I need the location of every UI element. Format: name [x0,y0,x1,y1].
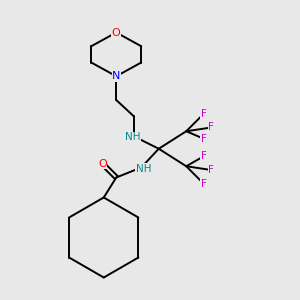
Text: F: F [208,165,214,175]
Text: F: F [201,109,207,119]
Text: NH: NH [125,133,140,142]
Text: O: O [112,28,121,38]
Text: F: F [201,151,207,161]
Text: O: O [98,159,107,169]
Text: NH: NH [136,164,152,174]
Text: N: N [112,71,120,81]
Text: F: F [208,122,214,133]
Text: F: F [201,179,207,189]
Text: F: F [201,134,207,144]
